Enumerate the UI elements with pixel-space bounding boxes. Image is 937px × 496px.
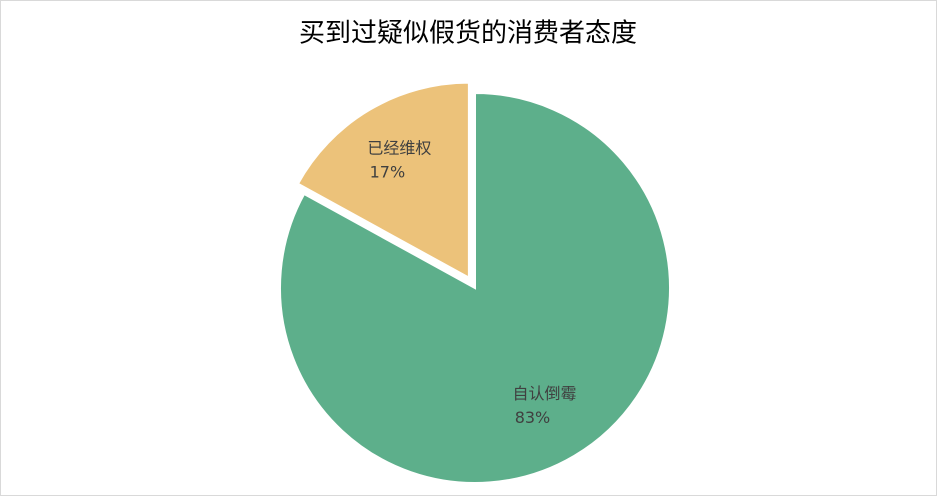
pie-slice (279, 91, 671, 484)
slice-label: 自认倒霉 (512, 384, 576, 403)
value-label: 83% (515, 408, 551, 427)
chart-title: 买到过疑似假货的消费者态度 (299, 19, 637, 49)
value-label: 17% (370, 163, 406, 182)
slice-label: 已经维权 (367, 139, 431, 158)
pie-slice (296, 81, 470, 280)
